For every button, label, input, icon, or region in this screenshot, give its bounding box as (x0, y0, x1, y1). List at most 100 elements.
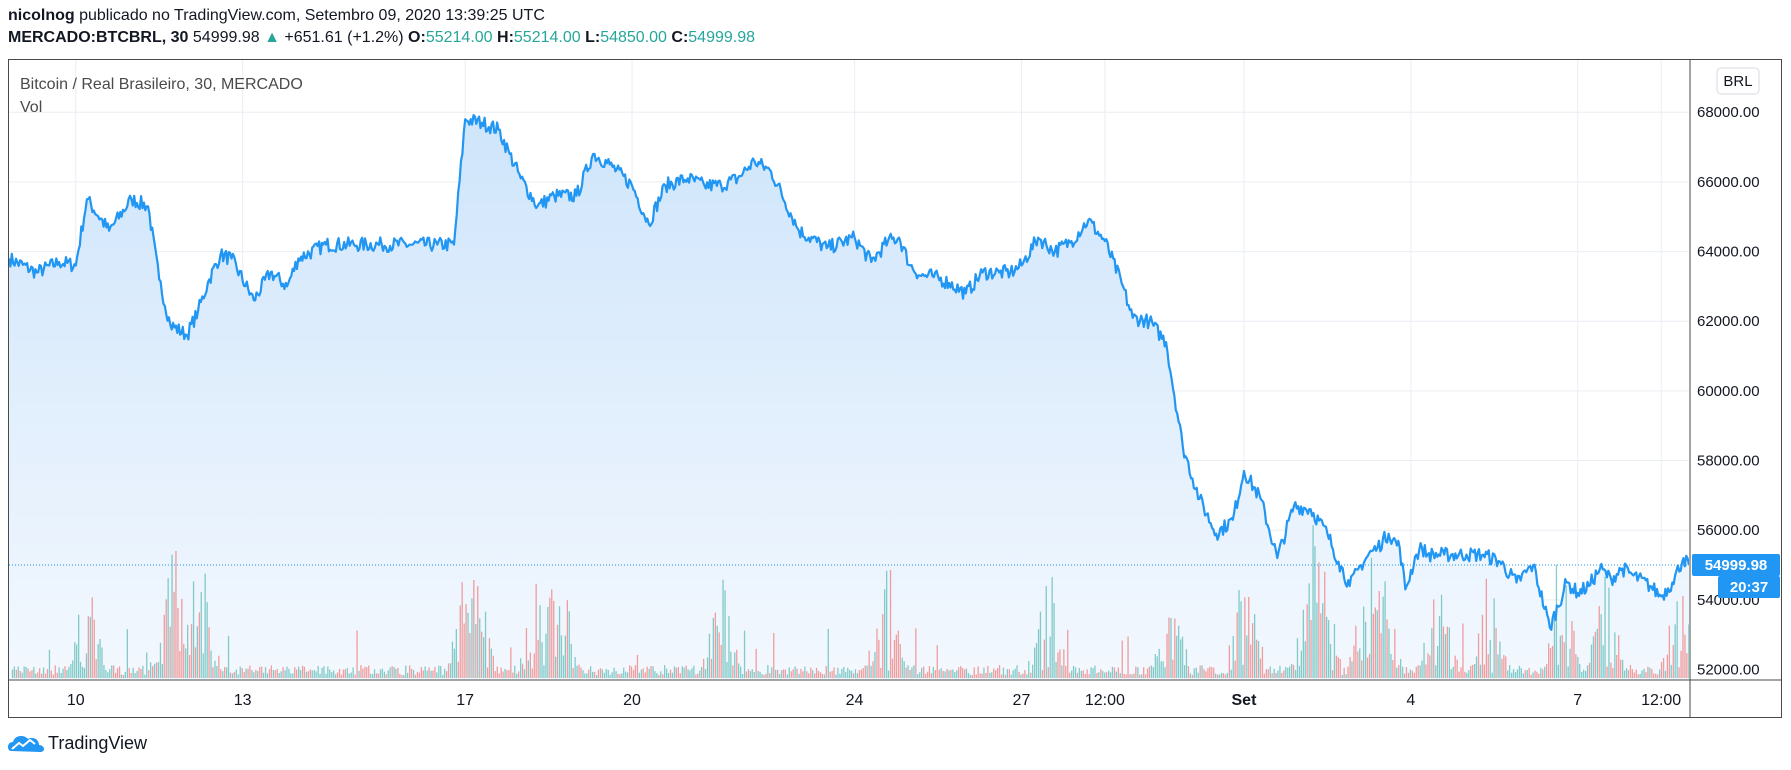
volume-bar (1618, 635, 1620, 678)
volume-bar (146, 652, 148, 678)
volume-bar (1596, 628, 1598, 678)
volume-bar (76, 644, 78, 678)
volume-bar (662, 674, 664, 678)
volume-bar (1561, 635, 1563, 678)
volume-bar (1512, 669, 1515, 678)
volume-bar (1583, 669, 1585, 678)
volume-bar (200, 592, 202, 678)
volume-bar (1121, 640, 1123, 678)
volume-bar (1509, 665, 1511, 678)
volume-bar (887, 670, 890, 678)
volume-bar (1366, 657, 1369, 678)
volume-bar (1431, 628, 1433, 678)
volume-bar (1339, 659, 1341, 678)
volume-bar (1316, 602, 1318, 678)
volume-bar (1655, 673, 1657, 678)
volume-bar (1549, 648, 1552, 678)
volume-bar (514, 665, 516, 678)
volume-bar (204, 573, 206, 678)
volume-bar (288, 668, 290, 678)
volume-bar (259, 666, 261, 678)
volume-bar (823, 674, 825, 678)
volume-bar (741, 674, 744, 678)
volume-bar (652, 666, 654, 678)
volume-bar (936, 645, 938, 678)
volume-bar (1548, 643, 1550, 678)
volume-bar (821, 673, 823, 678)
volume-bar (68, 666, 70, 678)
volume-bar (1670, 664, 1672, 678)
volume-bar (1592, 636, 1595, 678)
volume-bar (1322, 603, 1324, 678)
chart-title: Bitcoin / Real Brasileiro, 30, MERCADO (20, 76, 303, 93)
volume-bar (101, 647, 103, 678)
volume-bar (1255, 639, 1258, 678)
volume-bar (87, 616, 89, 678)
volume-bar (1292, 664, 1295, 678)
volume-bar (247, 668, 249, 678)
time-tick-label: 13 (234, 692, 252, 709)
volume-bar (928, 666, 931, 678)
volume-bar (736, 649, 738, 678)
volume-bar (183, 643, 185, 678)
volume-bar (666, 668, 668, 678)
volume-bar (1102, 671, 1104, 678)
volume-bar (817, 671, 820, 678)
volume-bar (1672, 645, 1674, 678)
volume-bar (1682, 596, 1684, 678)
volume-bar (924, 673, 927, 678)
volume-bar (377, 673, 380, 678)
volume-bar (523, 669, 526, 678)
volume-bar (1207, 668, 1209, 678)
volume-bar (1123, 674, 1125, 678)
price-tick-label: 68000.00 (1697, 104, 1760, 121)
volume-bar (1475, 656, 1478, 678)
volume-bar (477, 586, 479, 678)
time-axis[interactable]: 10 13 17 20 24 27 12:00 Set 4 7 12:00 (67, 692, 1681, 709)
volume-bar (1098, 672, 1100, 678)
volume-bar (1028, 661, 1030, 678)
volume-bar (804, 666, 806, 678)
volume-bar (697, 673, 699, 678)
volume-bar (1559, 635, 1561, 678)
volume-bar (1345, 674, 1347, 678)
volume-bar (1115, 671, 1117, 678)
volume-bar (1653, 673, 1655, 678)
volume-bar (1594, 631, 1596, 678)
volume-bar (699, 670, 701, 678)
volume-bar (1279, 665, 1281, 678)
volume-bar (237, 674, 239, 678)
volume-bar (576, 665, 578, 678)
volume-bar (1150, 665, 1153, 678)
volume-bar (572, 668, 574, 678)
publisher-username[interactable]: nicolnog (8, 7, 75, 24)
volume-bar (1109, 672, 1112, 678)
volume-bar (391, 666, 393, 678)
volume-bar (490, 648, 492, 678)
volume-bar (111, 665, 113, 678)
volume-bar (1067, 629, 1069, 678)
volume-bar (70, 664, 72, 678)
price-axis[interactable]: 68000.00 66000.00 64000.00 62000.00 60000.00… (1697, 104, 1760, 678)
volume-bar (1365, 621, 1367, 678)
currency-button[interactable]: BRL (1716, 67, 1760, 95)
volume-bar (1252, 623, 1254, 678)
volume-bar (66, 670, 68, 678)
volume-bar (150, 662, 152, 678)
volume-bar (806, 671, 808, 678)
volume-bar (344, 669, 346, 678)
volume-bar (1328, 620, 1330, 678)
volume-bar (1440, 594, 1443, 678)
volume-bar (1546, 664, 1548, 678)
volume-bar (307, 671, 309, 678)
volume-bar (907, 665, 909, 678)
volume-bar (274, 670, 276, 678)
volume-bar (1024, 670, 1026, 678)
volume-bar (1265, 669, 1267, 678)
volume-bar (687, 669, 689, 678)
footer-brand[interactable]: TradingView (8, 732, 147, 754)
volume-bar (502, 671, 504, 678)
volume-bar (932, 667, 934, 678)
volume-bar (685, 665, 687, 678)
